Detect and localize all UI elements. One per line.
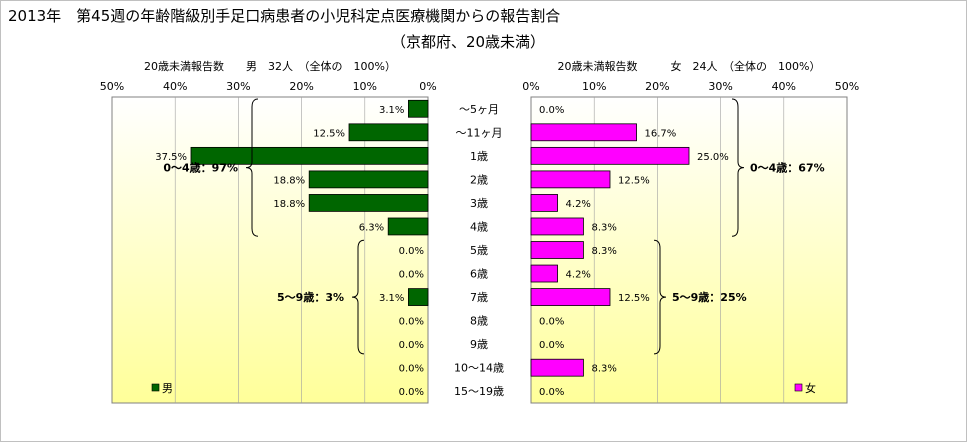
female-bar [530,264,558,283]
category-label: 2歳 [470,173,488,186]
female-data-label: 0.0% [539,387,564,398]
male-tick-label: 50% [100,80,124,93]
chart-title: 2013年 第45週の年齢階級別手足口病患者の小児科定点医療機関からの報告割合 [8,7,560,25]
female-bar [530,217,584,236]
category-label: 9歳 [470,338,488,351]
male-bar [387,217,429,236]
male-tick-label: 0% [419,80,436,93]
female-tick-label: 0% [522,80,539,93]
male-data-label: 18.8% [273,199,305,210]
male-data-label: 3.1% [379,293,404,304]
female-bracket-label: 5〜9歳：25% [672,290,747,304]
chart-subtitle: （京都府、20歳未満） [391,33,545,51]
female-legend-label: 女 [805,381,816,395]
male-data-label: 37.5% [155,152,187,163]
male-data-label: 0.0% [399,387,424,398]
female-tick-label: 30% [708,80,732,93]
female-bar [530,194,558,212]
female-data-label: 0.0% [539,340,564,351]
male-data-label: 0.0% [399,246,424,257]
female-tick-label: 10% [582,80,606,93]
male-bar [408,288,429,306]
female-legend-swatch [794,383,803,392]
male-data-label: 3.1% [379,105,404,116]
category-label: 〜5ヶ月 [459,103,499,116]
female-axis-title: 20歳未満報告数 女 24人 （全体の 100%） [558,59,821,73]
female-data-label: 12.5% [618,175,650,186]
male-data-label: 0.0% [399,340,424,351]
female-data-label: 4.2% [566,199,591,210]
male-tick-label: 20% [289,80,313,93]
male-tick-label: 30% [226,80,250,93]
female-data-label: 8.3% [591,246,616,257]
male-data-label: 18.8% [273,175,305,186]
male-data-label: 0.0% [399,270,424,281]
male-legend-swatch [151,383,160,392]
female-bar [530,358,584,377]
female-data-label: 8.3% [591,222,616,233]
male-age-bracket [351,239,365,355]
category-label: 〜11ヶ月 [456,126,503,139]
male-bracket-label: 5〜9歳：3% [277,290,344,304]
female-data-label: 16.7% [645,128,677,139]
male-tick-label: 10% [353,80,377,93]
category-label: 7歳 [470,291,488,304]
category-label: 3歳 [470,197,488,210]
category-label: 8歳 [470,315,488,328]
male-data-label: 0.0% [399,317,424,328]
male-bar [190,146,429,165]
female-tick-label: 50% [835,80,859,93]
female-tick-label: 40% [772,80,796,93]
female-bar [530,123,637,142]
female-age-bracket [731,98,745,237]
category-label: 4歳 [470,220,488,233]
female-bar [530,146,690,165]
female-data-label: 8.3% [591,364,616,375]
male-bar [348,123,429,142]
female-bar [530,170,611,189]
male-data-label: 0.0% [399,364,424,375]
male-bracket-label: 0〜4歳：97% [163,161,238,175]
male-axis-title: 20歳未満報告数 男 32人 （全体の 100%） [144,59,396,73]
female-data-label: 4.2% [566,270,591,281]
male-data-label: 12.5% [313,128,345,139]
male-bar [408,99,429,118]
female-data-label: 0.0% [539,317,564,328]
female-bar [530,241,584,259]
male-bar [308,170,429,189]
male-data-label: 6.3% [359,222,384,233]
female-bracket-label: 0〜4歳：67% [750,161,825,175]
category-label: 1歳 [470,150,488,163]
male-age-bracket [245,98,259,237]
male-tick-label: 40% [163,80,187,93]
female-tick-label: 20% [645,80,669,93]
female-data-label: 0.0% [539,105,564,116]
male-legend-label: 男 [162,382,173,395]
category-label: 10〜14歳 [454,362,504,375]
female-data-label: 25.0% [697,152,729,163]
female-bar [530,288,611,306]
category-label: 5歳 [470,244,488,257]
category-label: 6歳 [470,268,488,281]
female-age-bracket [653,239,667,355]
male-bar [308,194,429,212]
category-label: 15〜19歳 [454,385,504,398]
male-plot-area [111,96,429,404]
female-data-label: 12.5% [618,293,650,304]
